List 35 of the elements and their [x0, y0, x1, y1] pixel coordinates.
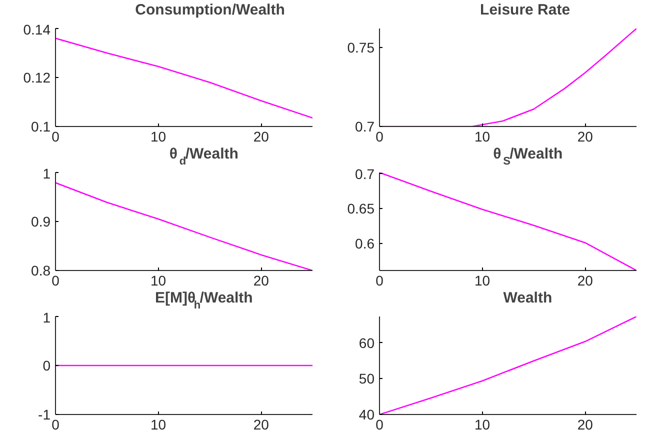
chart-title: Leisure Rate — [480, 2, 570, 18]
x-tick-label: 20 — [253, 272, 270, 288]
y-tick-label: 0.14 — [23, 22, 51, 38]
y-tick-label: 1 — [42, 166, 51, 182]
x-tick-label: 10 — [474, 416, 490, 432]
y-tick-label: 0.7 — [355, 166, 375, 182]
y-tick-label: 60 — [358, 334, 375, 351]
line-series — [380, 172, 636, 270]
y-tick-label: 0.65 — [347, 200, 375, 217]
y-tick-label: 0.6 — [355, 235, 375, 252]
x-tick-label: 20 — [577, 272, 594, 288]
x-tick-label: 10 — [150, 128, 166, 144]
x-tick-label: 20 — [577, 416, 594, 432]
y-tick-label: 1 — [42, 310, 51, 326]
y-tick-label: -1 — [38, 406, 51, 422]
x-tick-label: 20 — [577, 128, 594, 144]
y-tick-label: 0.7 — [355, 118, 375, 134]
y-tick-label: 40 — [358, 406, 375, 422]
x-tick-label: 10 — [150, 416, 166, 432]
y-tick-label: 0 — [42, 358, 51, 374]
x-tick-label: 20 — [253, 128, 270, 144]
line-series — [380, 316, 636, 414]
y-tick-label: 0.75 — [347, 39, 375, 56]
y-tick-label: 50 — [358, 370, 375, 387]
x-tick-label: 10 — [150, 272, 166, 288]
x-tick-label: 10 — [474, 272, 490, 288]
x-tick-label: 20 — [253, 416, 270, 432]
y-tick-label: 0.9 — [31, 214, 51, 230]
y-tick-label: 0.12 — [23, 70, 51, 86]
chart-title: Wealth — [503, 290, 552, 306]
y-tick-label: 0.8 — [31, 262, 51, 278]
line-series — [56, 38, 312, 119]
y-tick-label: 0.1 — [31, 118, 51, 134]
x-tick-label: 10 — [474, 128, 490, 144]
chart-title: Consumption/Wealth — [135, 2, 285, 18]
